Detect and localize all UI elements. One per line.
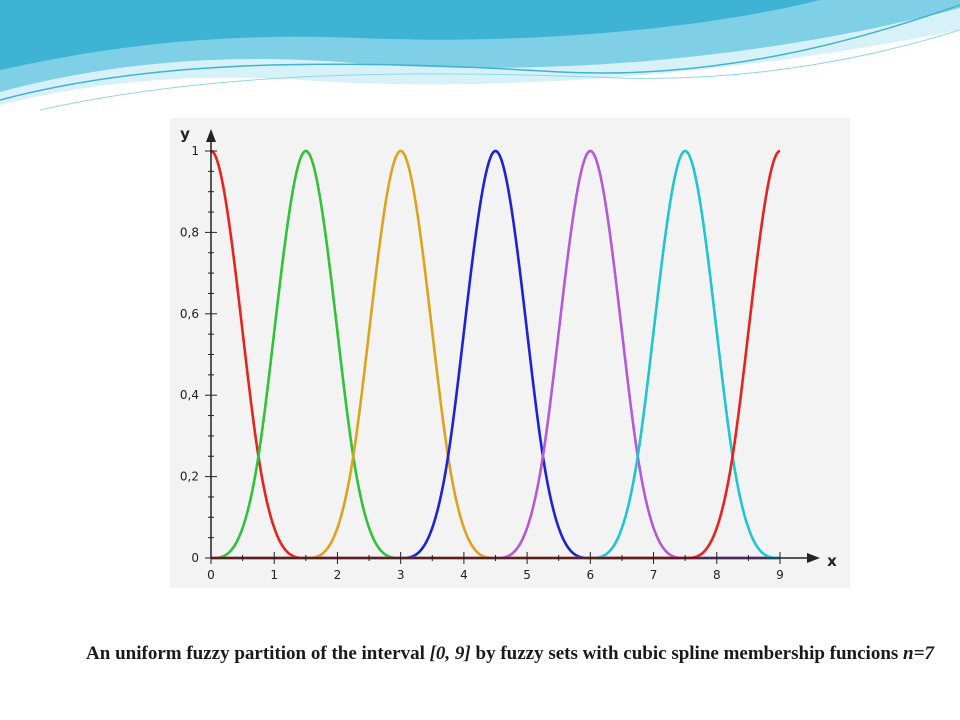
caption-n: n=7 [903, 643, 934, 664]
y-tick-label: 0,8 [180, 225, 199, 239]
series-line-4 [211, 149, 780, 560]
figure-caption: An uniform fuzzy partition of the interv… [80, 641, 940, 666]
series-line-1 [210, 149, 780, 560]
x-tick-label: 0 [207, 568, 215, 582]
y-tick-label: 0,2 [180, 470, 199, 484]
y-tick-label: 0,6 [180, 307, 199, 321]
chart-svg: 0 1 2 3 4 5 6 7 8 9 0 0,2 0,4 0,6 0,8 1 x y [180, 125, 837, 582]
series-line-5 [211, 149, 780, 560]
y-tick-label: 0,4 [180, 388, 199, 402]
x-tick-label: 3 [397, 568, 405, 582]
y-axis-arrow [206, 129, 216, 142]
axes-group: 0 1 2 3 4 5 6 7 8 9 0 0,2 0,4 0,6 0,8 1 x y [180, 125, 837, 582]
x-tick-label: 2 [334, 568, 342, 582]
banner-line [39, 29, 960, 111]
y-tick-label: 0 [191, 551, 199, 565]
x-tick-label: 7 [650, 568, 658, 582]
x-tick-label: 5 [523, 568, 531, 582]
x-tick-label: 4 [460, 568, 468, 582]
x-tick-label: 1 [270, 568, 278, 582]
series-group [210, 149, 781, 560]
caption-text-2: by fuzzy sets with cubic spline membersh… [470, 643, 904, 664]
decorative-banner [0, 0, 960, 111]
series-line-7 [211, 149, 781, 560]
banner-line [0, 4, 960, 101]
caption-interval: [0, 9] [429, 643, 471, 664]
series-line-6 [211, 149, 780, 560]
series-line-3 [211, 149, 780, 560]
y-axis-label: y [180, 125, 190, 143]
banner-wave-dark [0, 0, 820, 70]
x-tick-label: 9 [776, 568, 784, 582]
y-tick-label: 1 [191, 144, 199, 158]
series-line-2 [211, 149, 780, 560]
x-axis-arrow [807, 553, 820, 563]
caption-text-1: An uniform fuzzy partition of the interv… [86, 643, 430, 664]
x-tick-label: 6 [587, 568, 595, 582]
x-axis-label: x [827, 552, 837, 570]
chart-area: 0 1 2 3 4 5 6 7 8 9 0 0,2 0,4 0,6 0,8 1 x y [170, 118, 850, 588]
x-tick-label: 8 [713, 568, 721, 582]
